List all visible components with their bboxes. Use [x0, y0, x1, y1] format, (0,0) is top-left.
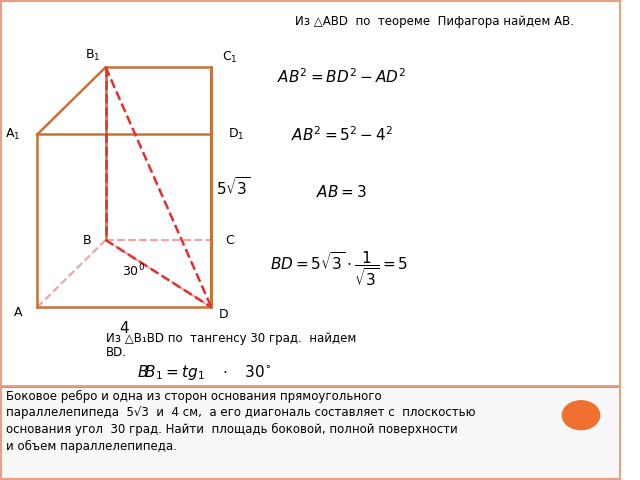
Text: D$_1$: D$_1$ [228, 127, 244, 142]
Text: Боковое ребро и одна из сторон основания прямоугольного: Боковое ребро и одна из сторон основания… [6, 389, 382, 403]
Text: B: B [83, 233, 92, 247]
Text: $BD = 5\sqrt{3} \cdot \dfrac{1}{\sqrt{3}} = 5$: $BD = 5\sqrt{3} \cdot \dfrac{1}{\sqrt{3}… [269, 250, 408, 288]
Text: $AB^2 = BD^2 - AD^2$: $AB^2 = BD^2 - AD^2$ [277, 68, 406, 86]
Text: $B\!B_1 = tg_1 \quad \cdot \quad 30^{\circ}$: $B\!B_1 = tg_1 \quad \cdot \quad 30^{\ci… [137, 362, 271, 382]
Text: $30^{0}$: $30^{0}$ [122, 263, 145, 279]
Text: и объем параллелепипеда.: и объем параллелепипеда. [6, 440, 177, 453]
Text: B$_1$: B$_1$ [86, 48, 101, 63]
Text: Из △B₁BD по  тангенсу 30 град.  найдем: Из △B₁BD по тангенсу 30 град. найдем [106, 332, 356, 345]
Text: $5\sqrt{3}$: $5\sqrt{3}$ [216, 176, 250, 198]
Text: D: D [219, 308, 228, 321]
Text: C$_1$: C$_1$ [222, 50, 237, 65]
Text: A$_1$: A$_1$ [4, 127, 20, 142]
Text: $AB^2 = 5^2 - 4^2$: $AB^2 = 5^2 - 4^2$ [291, 125, 393, 144]
Text: Из △ABD  по  теореме  Пифагора найдем AB.: Из △ABD по теореме Пифагора найдем AB. [295, 15, 574, 28]
Text: 4: 4 [120, 321, 129, 336]
Text: A: A [14, 305, 23, 319]
Text: основания угол  30 град. Найти  площадь боковой, полной поверхности: основания угол 30 град. Найти площадь бо… [6, 423, 458, 436]
Circle shape [563, 401, 600, 430]
Text: BD.: BD. [106, 346, 127, 360]
FancyBboxPatch shape [0, 386, 621, 480]
Text: $AB = 3$: $AB = 3$ [316, 184, 367, 200]
Text: параллелепипеда  5√3  и  4 см,  а его диагональ составляет с  плоскостью: параллелепипеда 5√3 и 4 см, а его диагон… [6, 406, 476, 420]
Text: C: C [225, 233, 234, 247]
